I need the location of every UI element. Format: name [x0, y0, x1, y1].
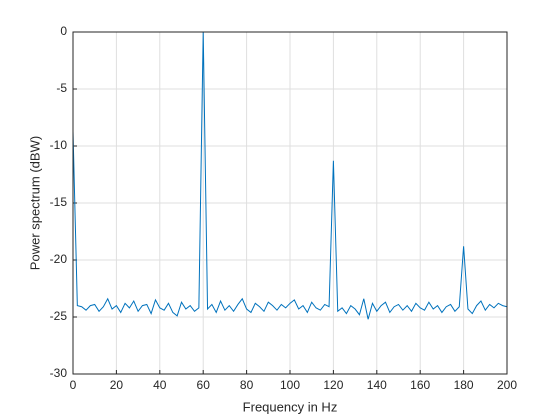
x-tick-label: 0 — [70, 378, 77, 392]
y-tick-label: -5 — [56, 81, 67, 95]
line-series — [72, 31, 508, 320]
x-axis-label: Frequency in Hz — [243, 399, 338, 414]
y-tick-label: 0 — [60, 24, 67, 38]
x-tick-label: 60 — [197, 378, 211, 392]
y-tick-label: -25 — [50, 309, 68, 323]
x-tick-label: 180 — [454, 378, 474, 392]
x-tick-label: 160 — [410, 378, 430, 392]
x-tick-label: 80 — [240, 378, 254, 392]
axes-box — [72, 31, 508, 375]
x-tick-label: 100 — [280, 378, 300, 392]
y-tick-label: -15 — [50, 195, 68, 209]
x-tick-label: 120 — [323, 378, 343, 392]
x-tick-label: 140 — [367, 378, 387, 392]
x-tick-label: 20 — [110, 378, 124, 392]
y-tick-label: -30 — [50, 366, 68, 380]
y-tick-label: -10 — [50, 138, 68, 152]
x-tick-label: 40 — [153, 378, 167, 392]
x-tick-label: 200 — [497, 378, 517, 392]
y-axis-label: Power spectrum (dBW) — [27, 136, 42, 270]
y-tick-label: -20 — [50, 252, 68, 266]
